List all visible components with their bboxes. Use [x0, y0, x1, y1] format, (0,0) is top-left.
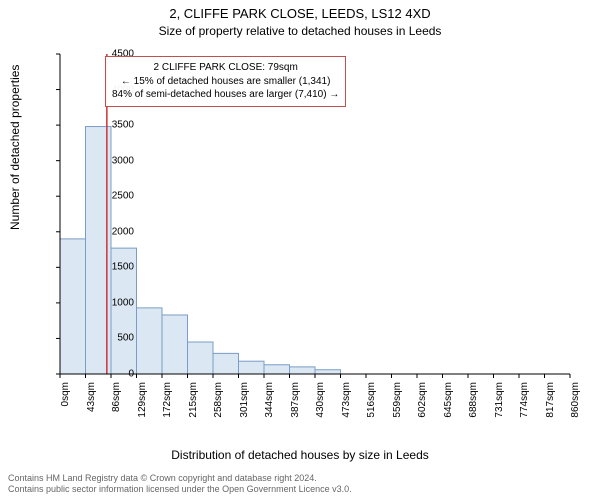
x-tick-label: 387sqm — [290, 382, 301, 422]
x-tick-label: 817sqm — [545, 382, 556, 422]
chart-title-line1: 2, CLIFFE PARK CLOSE, LEEDS, LS12 4XD — [0, 6, 600, 21]
y-tick-label: 1000 — [64, 297, 134, 308]
histogram-bar — [137, 308, 163, 374]
y-tick-label: 3000 — [64, 155, 134, 166]
callout-line: 2 CLIFFE PARK CLOSE: 79sqm — [112, 61, 339, 75]
x-tick-label: 559sqm — [392, 382, 403, 422]
x-tick-label: 473sqm — [341, 382, 352, 422]
x-tick-label: 516sqm — [366, 382, 377, 422]
chart-title-line2: Size of property relative to detached ho… — [0, 24, 600, 38]
x-tick-label: 688sqm — [468, 382, 479, 422]
histogram-bar — [264, 365, 290, 374]
y-tick-label: 2500 — [64, 191, 134, 202]
chart-container: 2, CLIFFE PARK CLOSE, LEEDS, LS12 4XD Si… — [0, 0, 600, 500]
x-tick-label: 731sqm — [494, 382, 505, 422]
x-tick-label: 774sqm — [519, 382, 530, 422]
x-tick-label: 43sqm — [86, 382, 97, 422]
callout-line: 84% of semi-detached houses are larger (… — [112, 88, 339, 102]
y-tick-label: 3500 — [64, 120, 134, 131]
attribution-footer: Contains HM Land Registry data © Crown c… — [8, 473, 352, 496]
x-tick-label: 430sqm — [315, 382, 326, 422]
y-tick-label: 1500 — [64, 262, 134, 273]
x-tick-label: 0sqm — [60, 382, 71, 422]
x-tick-label: 344sqm — [264, 382, 275, 422]
x-tick-label: 129sqm — [137, 382, 148, 422]
x-tick-label: 86sqm — [111, 382, 122, 422]
x-tick-label: 258sqm — [213, 382, 224, 422]
y-axis-label: Number of detached properties — [8, 65, 22, 230]
histogram-bar — [239, 361, 265, 374]
x-tick-label: 860sqm — [570, 382, 581, 422]
x-tick-label: 172sqm — [162, 382, 173, 422]
histogram-bar — [290, 367, 316, 374]
histogram-bar — [213, 353, 239, 374]
footer-line-2: Contains public sector information licen… — [8, 484, 352, 496]
histogram-bar — [188, 342, 214, 374]
histogram-bar — [162, 315, 188, 374]
x-axis-label: Distribution of detached houses by size … — [0, 448, 600, 462]
x-tick-label: 215sqm — [188, 382, 199, 422]
x-tick-label: 602sqm — [417, 382, 428, 422]
y-tick-label: 0 — [64, 369, 134, 380]
callout-box: 2 CLIFFE PARK CLOSE: 79sqm← 15% of detac… — [105, 56, 346, 107]
x-tick-label: 645sqm — [443, 382, 454, 422]
y-tick-label: 2000 — [64, 226, 134, 237]
footer-line-1: Contains HM Land Registry data © Crown c… — [8, 473, 352, 485]
y-tick-label: 500 — [64, 333, 134, 344]
histogram-bar — [315, 370, 341, 374]
x-tick-label: 301sqm — [239, 382, 250, 422]
callout-line: ← 15% of detached houses are smaller (1,… — [112, 75, 339, 89]
